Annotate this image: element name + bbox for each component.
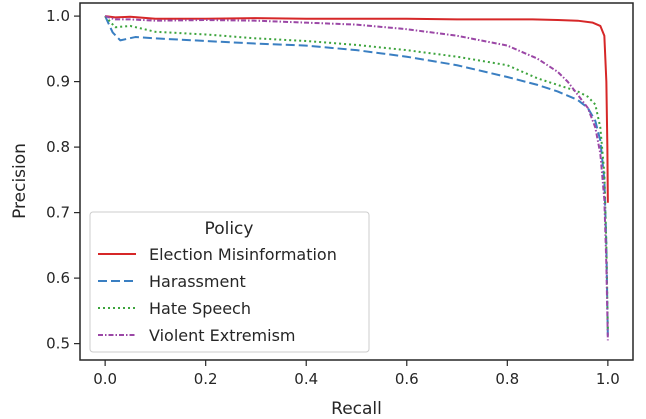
y-tick-label: 0.8 xyxy=(46,138,70,156)
y-tick-label: 0.7 xyxy=(46,204,70,222)
legend: Policy Election Misinformation Harassment… xyxy=(89,211,370,353)
ticks-layer: 0.0 0.2 0.4 0.6 0.8 1.0 0.5 0.6 0.7 0.8 0.9 1.0 xyxy=(46,7,620,388)
plot-frame xyxy=(79,2,634,361)
x-axis-label: Recall xyxy=(331,399,382,419)
legend-label: Harassment xyxy=(149,272,246,291)
y-tick-label: 1.0 xyxy=(46,7,70,25)
legend-label: Election Misinformation xyxy=(149,245,337,264)
y-axis-label: Precision xyxy=(10,143,30,219)
series-line-election-misinformation xyxy=(105,15,609,203)
series-line-hate-speech xyxy=(104,15,609,331)
curves-layer xyxy=(104,15,609,341)
y-tick-label: 0.9 xyxy=(46,73,70,91)
legend-box xyxy=(89,211,370,353)
y-tick-label: 0.5 xyxy=(46,335,70,353)
legend-title: Policy xyxy=(205,219,254,239)
y-tick-label: 0.6 xyxy=(46,269,70,287)
x-tick-label: 0.0 xyxy=(93,370,117,388)
series-line-harassment xyxy=(104,15,609,338)
legend-label: Violent Extremism xyxy=(149,326,296,345)
legend-entries: Election Misinformation Harassment Hate Sp… xyxy=(98,245,337,345)
x-tick-label: 1.0 xyxy=(596,370,620,388)
x-tick-label: 0.6 xyxy=(395,370,419,388)
legend-label: Hate Speech xyxy=(149,299,251,318)
x-tick-label: 0.4 xyxy=(294,370,318,388)
series-line-violent-extremism xyxy=(104,15,609,341)
x-tick-label: 0.2 xyxy=(194,370,218,388)
x-tick-label: 0.8 xyxy=(495,370,519,388)
